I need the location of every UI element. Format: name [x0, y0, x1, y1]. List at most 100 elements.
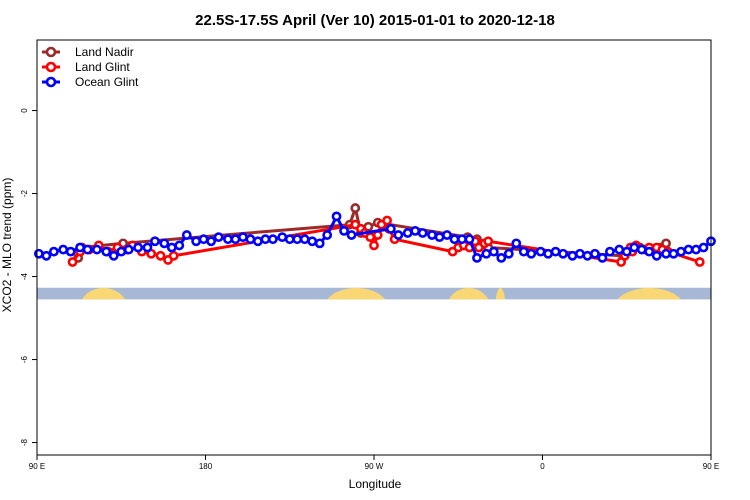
land-patch — [617, 287, 682, 300]
x-tick-label: 90 E — [29, 462, 45, 471]
series-layer — [33, 202, 716, 267]
data-point — [346, 230, 357, 240]
data-point — [123, 244, 134, 255]
x-tick-label: 180 — [199, 462, 213, 471]
data-point — [292, 234, 303, 245]
data-point — [614, 244, 625, 255]
x-tick-label: 90 W — [365, 462, 384, 471]
data-point — [108, 250, 119, 261]
y-axis-label: XCO2 - MLO trend (ppm) — [0, 178, 14, 313]
data-point — [155, 250, 166, 261]
data-point — [181, 230, 192, 240]
data-point — [402, 228, 413, 238]
data-point — [41, 250, 52, 261]
data-point — [213, 232, 224, 243]
y-tick-label: -2 — [20, 189, 29, 197]
data-point — [230, 234, 241, 245]
data-point — [65, 246, 76, 257]
data-point — [481, 248, 492, 259]
data-point — [597, 252, 608, 263]
data-point — [698, 242, 709, 253]
data-point — [82, 244, 93, 255]
legend-item: Land Nadir — [42, 45, 134, 59]
x-tick-label: 0 — [540, 462, 545, 471]
data-point — [629, 242, 640, 253]
y-tick-label: -4 — [20, 272, 29, 280]
data-point — [427, 230, 437, 240]
data-point — [417, 228, 428, 238]
data-point — [410, 225, 421, 236]
data-point — [605, 246, 615, 257]
data-point — [166, 242, 177, 253]
data-point — [48, 246, 59, 257]
data-point — [385, 223, 396, 234]
data-point — [496, 252, 507, 263]
data-point — [668, 248, 679, 259]
data-point — [75, 242, 85, 253]
land-patch — [495, 287, 506, 300]
data-point — [488, 246, 499, 257]
data-point — [245, 234, 256, 245]
legend-label: Land Nadir — [75, 45, 134, 59]
data-point — [299, 234, 310, 245]
chart-title: 22.5S-17.5S April (Ver 10) 2015-01-01 to… — [195, 12, 555, 29]
x-tick-label: 90 E — [703, 462, 719, 471]
data-point — [174, 240, 185, 251]
data-point — [33, 248, 44, 259]
data-point — [464, 234, 475, 245]
data-point — [159, 238, 170, 249]
data-point — [442, 230, 452, 240]
data-point — [457, 234, 467, 245]
data-point — [590, 248, 600, 259]
data-point — [434, 232, 445, 243]
data-point — [133, 242, 143, 253]
data-point — [365, 232, 376, 243]
data-point — [636, 244, 647, 255]
land-ocean-strip — [37, 287, 711, 300]
data-point — [253, 236, 263, 247]
data-point — [621, 246, 632, 257]
data-point — [150, 236, 160, 247]
legend-label: Land Glint — [75, 60, 130, 74]
x-axis-label: Longitude — [349, 477, 402, 491]
land-patch — [81, 287, 125, 300]
data-point — [238, 232, 248, 243]
data-point — [369, 240, 379, 251]
data-point — [339, 225, 349, 236]
data-point — [331, 211, 342, 222]
data-point — [691, 244, 701, 255]
data-point — [535, 246, 546, 257]
y-tick-label: -8 — [20, 438, 29, 446]
data-point — [676, 246, 686, 257]
data-point — [92, 244, 102, 255]
data-point — [198, 234, 209, 245]
data-point — [191, 236, 202, 247]
data-point — [550, 246, 561, 257]
data-point — [518, 246, 529, 257]
data-point — [168, 250, 179, 261]
data-point — [350, 203, 361, 213]
legend-label: Ocean Glint — [75, 75, 139, 89]
data-point — [307, 236, 318, 247]
data-point — [582, 250, 593, 261]
data-point — [483, 236, 494, 247]
data-point — [67, 257, 78, 267]
data-point — [683, 244, 694, 255]
data-point — [267, 234, 278, 245]
y-tick-label: 0 — [20, 108, 29, 113]
land-patch — [448, 287, 489, 300]
legend-swatch-marker — [45, 76, 57, 88]
series-ocean-glint — [33, 211, 716, 263]
data-point — [223, 234, 233, 245]
data-point — [277, 232, 288, 243]
data-point — [558, 248, 568, 259]
legend-item: Land Glint — [42, 60, 130, 74]
data-point — [503, 248, 514, 259]
data-point — [567, 250, 578, 261]
data-point — [449, 234, 460, 245]
data-point — [284, 234, 295, 245]
data-point — [116, 246, 127, 257]
legend-item: Ocean Glint — [42, 75, 139, 89]
data-point — [260, 234, 271, 245]
